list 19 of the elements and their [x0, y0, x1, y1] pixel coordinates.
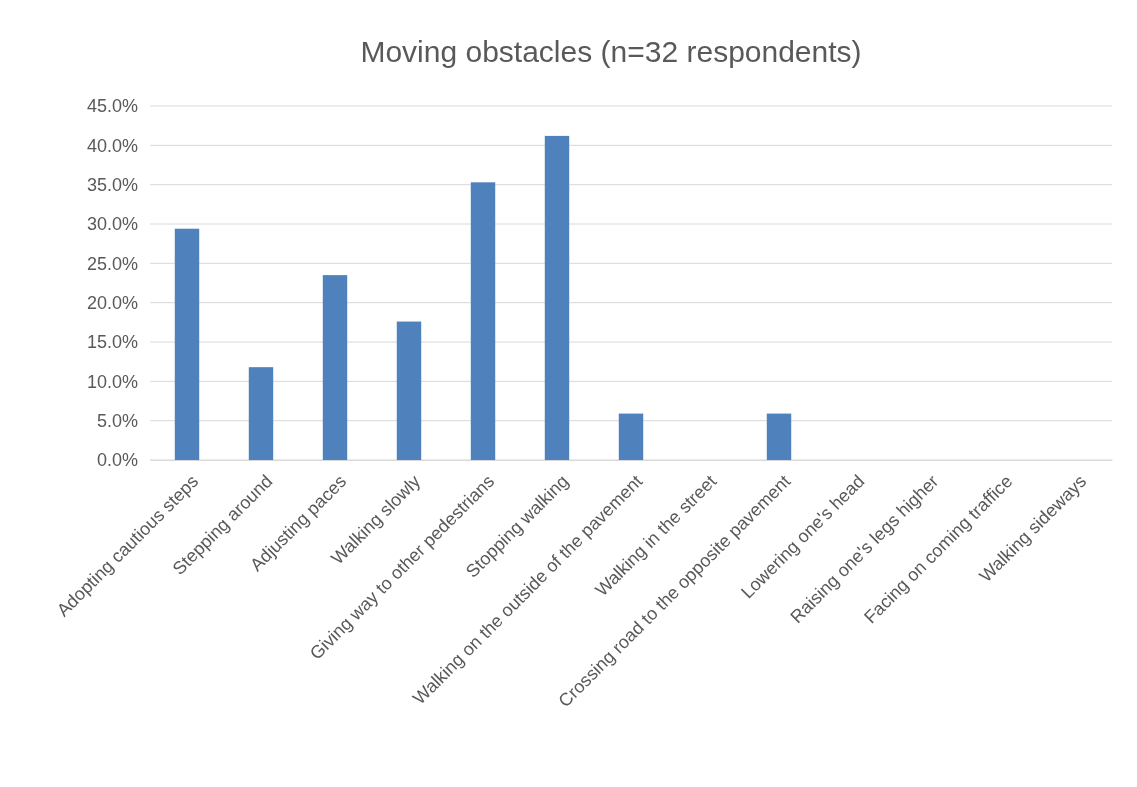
y-tick-label: 10.0%: [86, 371, 138, 392]
y-tick-label: 15.0%: [86, 332, 138, 353]
bar: [618, 413, 644, 460]
bar: [322, 275, 348, 460]
bar: [470, 182, 496, 460]
y-tick-label: 0.0%: [96, 450, 138, 471]
bar: [174, 228, 200, 460]
bar: [544, 135, 570, 460]
y-tick-label: 45.0%: [86, 96, 138, 117]
chart-title: Moving obstacles (n=32 respondents): [360, 35, 862, 68]
bar: [248, 367, 274, 460]
y-tick-label: 25.0%: [86, 253, 138, 274]
y-tick-label: 5.0%: [96, 410, 138, 431]
bar: [396, 321, 422, 460]
y-tick-label: 40.0%: [86, 135, 138, 156]
y-tick-label: 20.0%: [86, 292, 138, 313]
y-tick-label: 35.0%: [86, 174, 138, 195]
y-tick-label: 30.0%: [86, 214, 138, 235]
bar: [766, 413, 792, 460]
